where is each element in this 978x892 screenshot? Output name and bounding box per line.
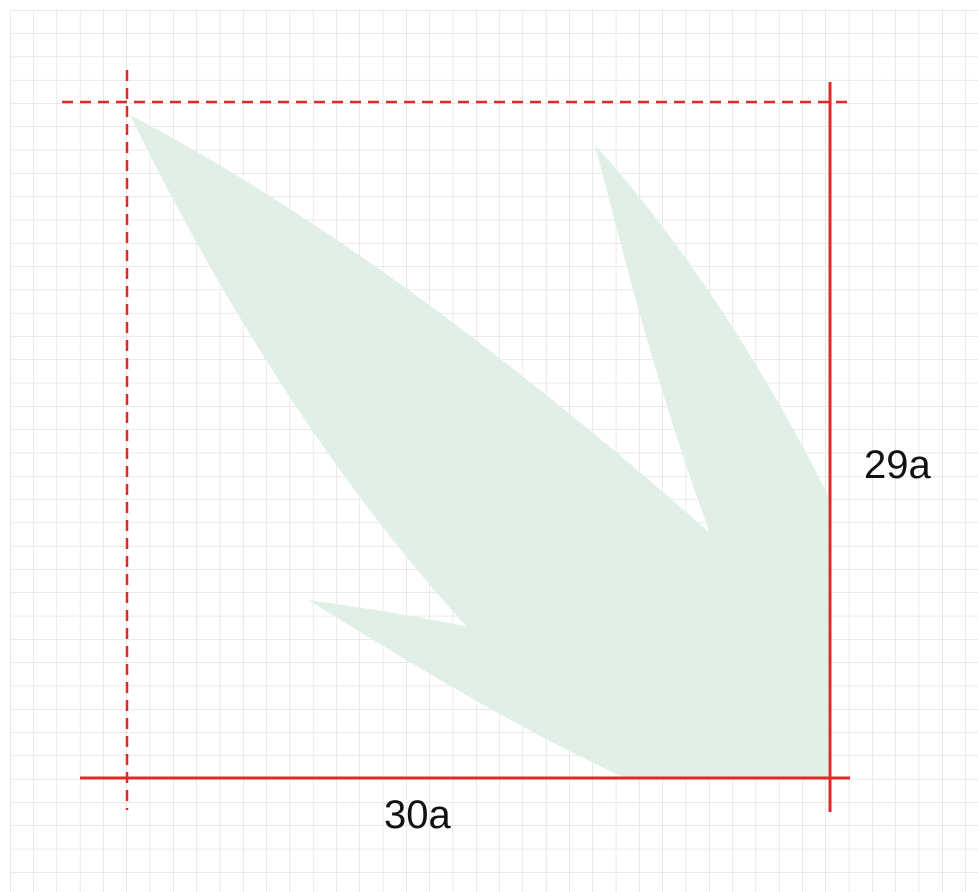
leaf-blade-upper xyxy=(595,145,828,690)
leaf-blade-lower xyxy=(308,600,828,778)
width-label: 30a xyxy=(384,793,451,837)
height-label: 29a xyxy=(864,443,931,487)
leaf-blade-main xyxy=(130,115,828,778)
leaf-logo-icon xyxy=(130,115,828,778)
